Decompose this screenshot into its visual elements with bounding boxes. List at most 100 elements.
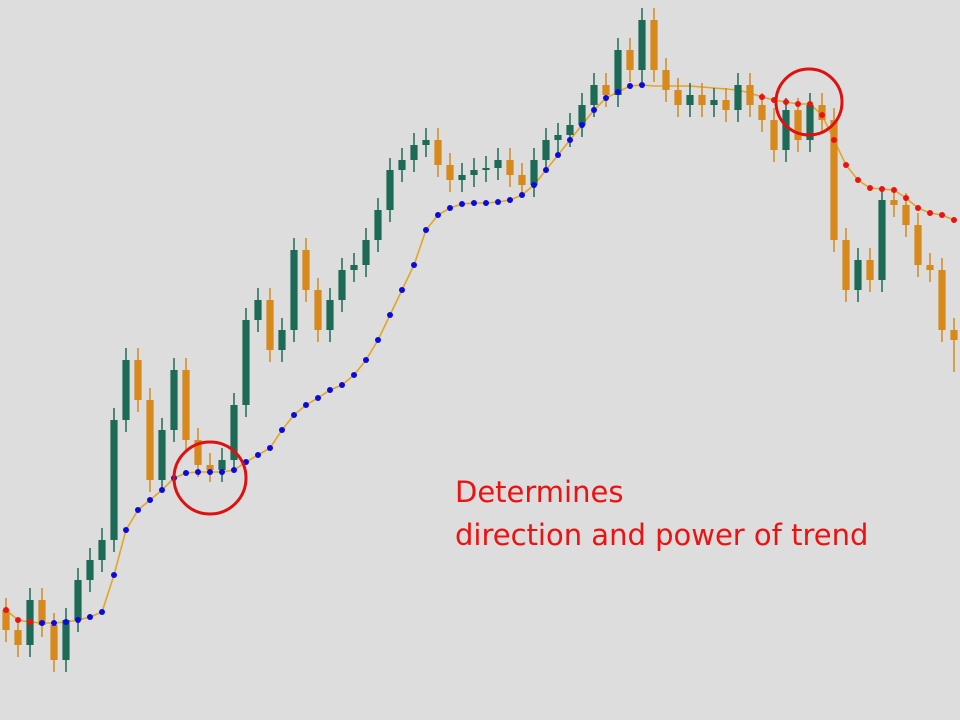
candle-body [458,175,466,180]
candle-body [506,160,514,175]
trend-dot [459,201,465,207]
trend-dot [519,192,525,198]
candle-body [386,170,394,210]
trend-dot [927,210,933,216]
annotation: Determines [455,475,623,509]
candle-body [758,105,766,120]
trend-dot [759,94,765,100]
trend-dot [435,212,441,218]
trend-dot [879,186,885,192]
candle-body [878,200,886,280]
candle-body [98,540,106,560]
candle-body [734,85,742,110]
candle-body [518,175,526,185]
trend-dot [639,82,645,88]
candle-body [374,210,382,240]
trend-dot [891,187,897,193]
trend-dot [807,101,813,107]
highlight-circle [774,67,844,137]
candle-body [254,300,262,320]
trend-dot [195,469,201,475]
trend-dot [495,199,501,205]
candle-body [290,250,298,330]
trend-dot [591,107,597,113]
candle-body [134,360,142,400]
trend-dot [51,620,57,626]
candle-body [146,400,154,480]
trend-dot [543,167,549,173]
trend-dot [567,137,573,143]
candle-body [674,90,682,105]
candle-body [86,560,94,580]
trend-dot [903,195,909,201]
annotation: direction and power of trend [455,518,868,552]
candle-body [770,120,778,150]
trend-dot [231,467,237,473]
candle-body [446,165,454,180]
trend-dot [411,262,417,268]
candle-body [650,20,658,70]
candle-body [614,50,622,95]
trend-dot [315,395,321,401]
candle-body [170,370,178,430]
candle-body [362,240,370,265]
candle-body [50,625,58,660]
trend-dot [123,527,129,533]
trend-dot [795,101,801,107]
candle-body [638,20,646,70]
trend-dot [603,95,609,101]
trend-dot [471,200,477,206]
trend-dot [327,387,333,393]
candle-body [722,100,730,110]
trend-dot [267,445,273,451]
candle-body [566,125,574,135]
trend-dot [387,312,393,318]
trend-dot [819,112,825,118]
trend-dot [207,469,213,475]
trend-dot [843,162,849,168]
candle-body [302,250,310,290]
trend-dot [423,227,429,233]
trend-dot [39,620,45,626]
candle-body [698,95,706,105]
trend-dot [831,137,837,143]
candle-body [434,140,442,165]
highlight-circle [172,440,248,516]
candle-body [794,110,802,140]
trend-dot [15,617,21,623]
candle-body [530,160,538,185]
candle-body [218,460,226,470]
trend-dot [279,427,285,433]
trend-dot [87,614,93,620]
candle-body [602,85,610,95]
candle-body [854,260,862,290]
candle-body [314,290,322,330]
trend-dot [627,83,633,89]
trend-dot [27,619,33,625]
candle-body [494,160,502,168]
trend-dot [867,185,873,191]
trend-dot [939,212,945,218]
trend-dot [63,619,69,625]
candle-body [782,110,790,150]
trend-dot [363,357,369,363]
candle-body [842,240,850,290]
candle-body [110,420,118,540]
trend-dot [159,487,165,493]
candle-body [230,405,238,460]
trend-dot [399,287,405,293]
trend-dot [303,402,309,408]
trend-dot [291,412,297,418]
candle-body [62,620,70,660]
trend-dot [555,152,561,158]
candle-body [938,270,946,330]
candle-body [746,85,754,105]
trend-dot [951,217,957,223]
candle-body [14,630,22,645]
trend-dot [135,507,141,513]
candle-body [122,360,130,420]
candle-body [578,105,586,125]
candle-body [914,225,922,265]
candle-body [326,300,334,330]
